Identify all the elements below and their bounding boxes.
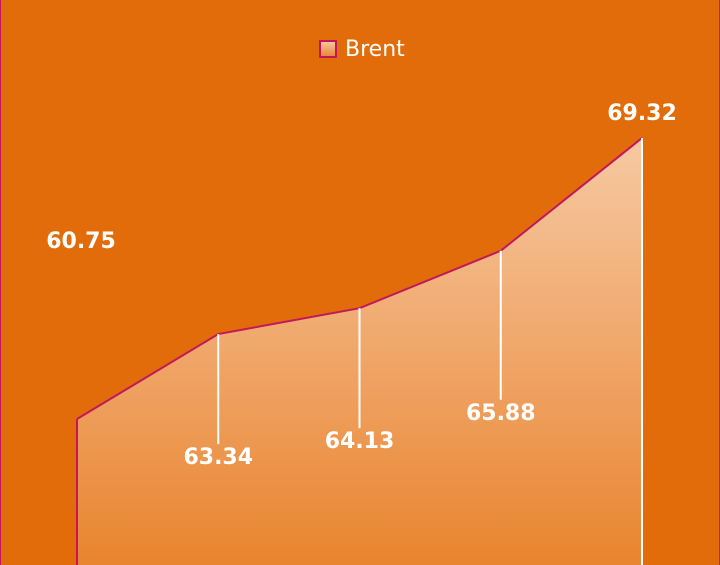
legend-label: Brent bbox=[345, 37, 405, 62]
value-label: 65.88 bbox=[466, 401, 536, 426]
value-label: 64.13 bbox=[325, 429, 395, 454]
legend-swatch bbox=[319, 40, 337, 58]
value-label: 60.75 bbox=[46, 229, 116, 254]
value-label: 69.32 bbox=[607, 101, 677, 126]
value-label: 63.34 bbox=[183, 445, 253, 470]
